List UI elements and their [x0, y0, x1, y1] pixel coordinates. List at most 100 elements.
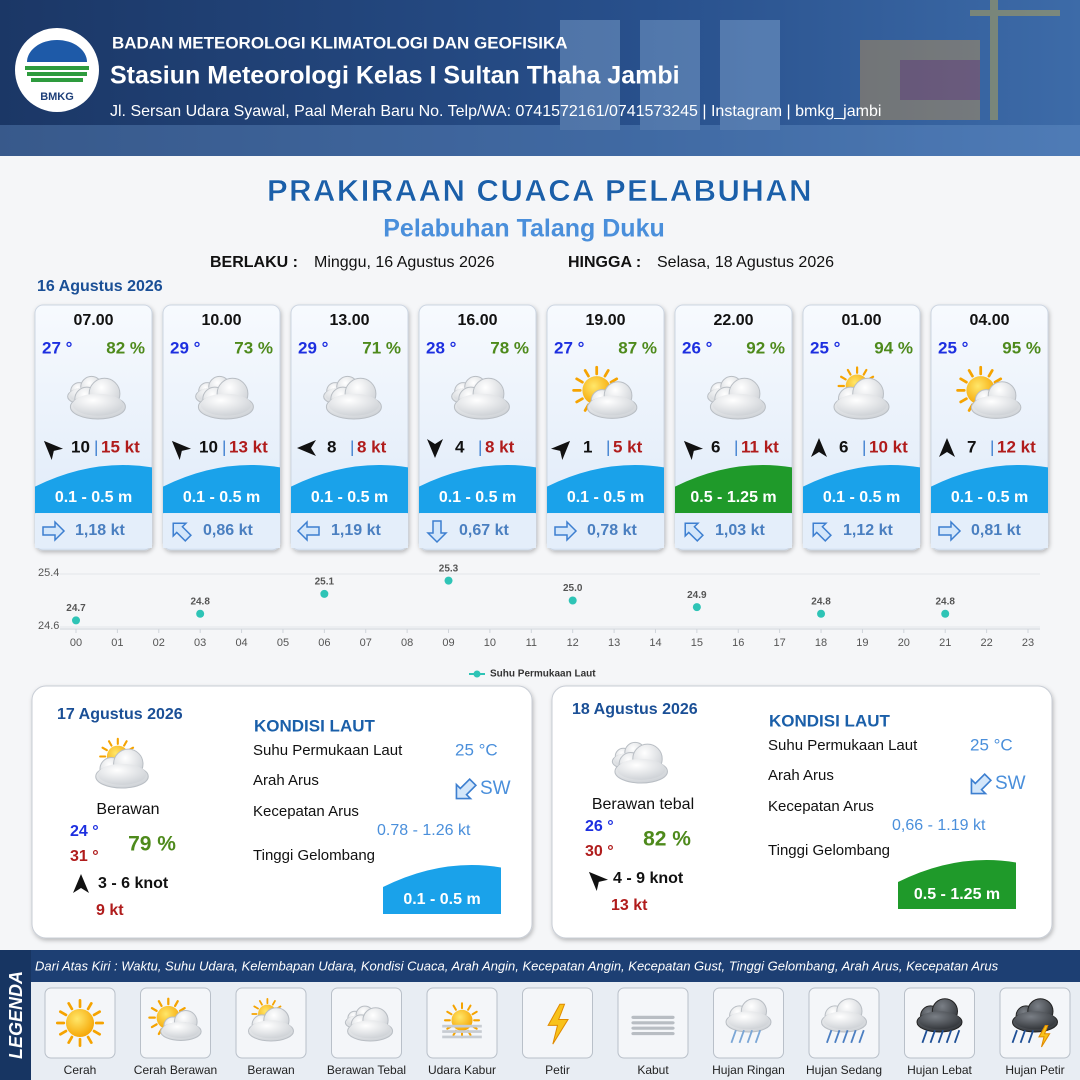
current-arrow: [970, 772, 993, 795]
rain-drop: [826, 1029, 833, 1044]
panel-wind: 3 - 6 knot: [98, 875, 169, 892]
x-tick-label: 11: [526, 637, 537, 649]
wave-band: [35, 465, 152, 513]
cloud-part: [456, 393, 508, 416]
haze: [442, 1035, 482, 1039]
data-point: [692, 603, 701, 612]
panel-gust: 13 kt: [611, 897, 648, 914]
y-tick-label: 24.6: [38, 620, 59, 632]
weather-icon: [631, 1015, 675, 1036]
wave-band: [419, 465, 536, 513]
rain-drop: [1019, 1029, 1026, 1044]
day1-date: 16 Agustus 2026: [37, 278, 163, 295]
current-speed-label: Kecepatan Arus: [768, 798, 874, 815]
x-tick-label: 03: [194, 637, 206, 649]
cloud-part: [712, 393, 764, 416]
sun-ray: [59, 1010, 68, 1017]
wind-arrow: [588, 871, 609, 892]
rain-drop: [842, 1029, 849, 1044]
slot-wave: 0.1 - 0.5 m: [311, 489, 388, 506]
x-tick-label: 10: [484, 637, 496, 649]
slot-time: 01.00: [841, 312, 881, 329]
current-arrow: [42, 520, 66, 542]
x-tick-label: 16: [732, 637, 744, 649]
slot-wind: 6: [839, 437, 848, 456]
rain-drop: [945, 1029, 953, 1044]
wave-label: Tinggi Gelombang: [253, 847, 375, 864]
title: PRAKIRAAN CUACA PELABUHAN: [267, 173, 813, 208]
lightning: [1038, 1025, 1051, 1048]
cloud-part: [918, 1011, 961, 1030]
legend-label: Suhu Permukaan Laut: [490, 669, 596, 680]
current-arrow: [554, 520, 578, 542]
legend-title: LEGENDA: [6, 971, 26, 1059]
x-tick-label: 09: [442, 637, 454, 649]
panel-temp-min: 26 °: [585, 818, 614, 835]
data-label: 25.0: [563, 583, 583, 594]
sun-ray: [467, 1004, 472, 1011]
slot-time: 19.00: [585, 312, 625, 329]
slot-wind: 1: [583, 437, 592, 456]
sun-ray: [123, 740, 128, 747]
sun-ray: [575, 397, 584, 404]
weather-icon: [344, 1005, 394, 1042]
slot-time: 07.00: [73, 312, 113, 329]
panel-gust: 9 kt: [96, 902, 124, 919]
x-tick-label: 13: [608, 637, 620, 649]
weather-icon: [956, 365, 1022, 419]
slot-wind: 4: [455, 437, 465, 456]
rain-drop: [937, 1029, 944, 1044]
legend-item: Berawan Tebal: [327, 1063, 406, 1077]
valid-to: Selasa, 18 Agustus 2026: [657, 254, 834, 271]
legend-item: Cerah: [64, 1063, 97, 1077]
slot-temp: 25 °: [938, 338, 969, 357]
sun-ray: [446, 1010, 453, 1016]
slot-temp: 27 °: [42, 338, 73, 357]
slot-wave: 0.5 - 1.25 m: [690, 489, 776, 506]
sun-ray: [575, 377, 584, 384]
sun-ray: [987, 369, 994, 378]
wind-arrow: [683, 440, 704, 461]
panel-weather: Berawan: [96, 801, 159, 818]
sun-ray: [86, 1002, 93, 1011]
data-point: [444, 576, 453, 585]
slot-temp: 29 °: [298, 338, 329, 357]
address: Jl. Sersan Udara Syawal, Paal Merah Baru…: [110, 103, 881, 120]
current-arrow: [172, 522, 192, 542]
data-point: [72, 616, 80, 625]
slot-current: 1,18 kt: [75, 522, 125, 539]
current-dir: SW: [480, 778, 511, 799]
cloud-part: [823, 1011, 865, 1030]
valid-from: Minggu, 16 Agustus 2026: [314, 254, 495, 271]
weather-icon: [248, 997, 294, 1042]
separator: |: [222, 437, 226, 456]
rain-drop: [746, 1029, 753, 1044]
panel-wave: 0.5 - 1.25 m: [914, 886, 1000, 903]
sun-ray: [959, 397, 968, 404]
x-tick-label: 21: [939, 637, 951, 649]
data-label: 24.9: [687, 590, 707, 601]
data-label: 24.8: [811, 596, 831, 607]
fog: [631, 1032, 675, 1036]
slot-humidity: 82 %: [106, 338, 145, 357]
data-label: 24.8: [190, 596, 210, 607]
x-tick-label: 15: [691, 637, 703, 649]
slot-current: 1,19 kt: [331, 522, 381, 539]
x-tick-label: 14: [649, 637, 661, 649]
legend-item: Petir: [545, 1063, 570, 1077]
current-arrow: [812, 522, 832, 542]
rain-drop: [953, 1029, 961, 1044]
current-speed: 0.78 - 1.26 kt: [377, 822, 471, 839]
x-tick-label: 00: [70, 637, 82, 649]
haze: [442, 1024, 482, 1028]
wave-band: [931, 465, 1048, 513]
separator: |: [862, 437, 866, 456]
slot-humidity: 87 %: [618, 338, 657, 357]
rain-drop: [1011, 1029, 1018, 1044]
slot-wave: 0.1 - 0.5 m: [55, 489, 132, 506]
legend-marker: [473, 670, 481, 678]
legend-band: [0, 950, 1080, 982]
x-tick-label: 05: [277, 637, 289, 649]
legend-description: Dari Atas Kiri : Waktu, Suhu Udara, Kele…: [35, 958, 999, 973]
sun-ray: [271, 1000, 276, 1006]
